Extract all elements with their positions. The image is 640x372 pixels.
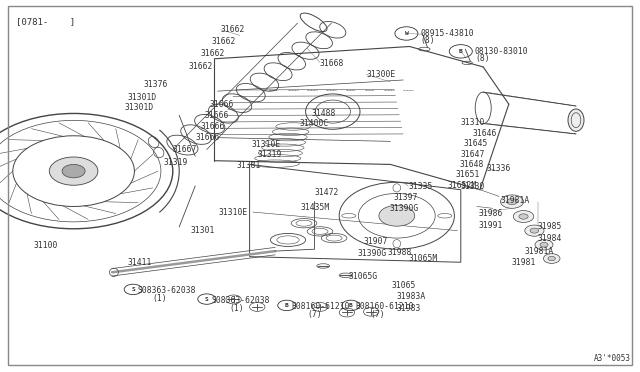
Circle shape [530,228,539,233]
Text: 31301D: 31301D [125,103,154,112]
Text: A3'*0053: A3'*0053 [593,354,630,363]
Text: 31647: 31647 [461,150,485,158]
Text: 31472: 31472 [315,188,339,197]
Circle shape [49,157,98,185]
Text: 31397: 31397 [394,193,418,202]
Text: 31652M: 31652M [448,181,477,190]
Circle shape [500,195,524,208]
Text: 31907: 31907 [364,237,388,246]
Circle shape [525,225,544,236]
Text: 08915-43810: 08915-43810 [420,29,474,38]
Text: 31986: 31986 [479,209,503,218]
Text: B08160-61210: B08160-61210 [355,302,413,311]
Text: 31319: 31319 [163,158,188,167]
Circle shape [543,254,560,263]
Circle shape [540,243,548,247]
Text: S: S [205,296,209,302]
Text: (8): (8) [420,36,435,45]
Text: 31488: 31488 [312,109,336,118]
Text: B08160-61210: B08160-61210 [291,302,349,311]
Text: 31065: 31065 [392,281,416,290]
Text: 31390G: 31390G [389,204,419,213]
Text: S08363-62038: S08363-62038 [211,296,269,305]
Text: 31651: 31651 [456,170,480,179]
Text: S: S [131,287,135,292]
Text: 31648: 31648 [460,160,484,169]
Text: 31667: 31667 [173,145,197,154]
Text: 31300E: 31300E [366,70,396,79]
Text: 31984: 31984 [538,234,562,243]
Text: 31100: 31100 [33,241,58,250]
Text: 31301: 31301 [191,226,215,235]
Text: 31376: 31376 [144,80,168,89]
Text: 31336: 31336 [486,164,511,173]
Text: 31310E: 31310E [219,208,248,217]
Text: 31666: 31666 [209,100,234,109]
Text: 31662: 31662 [189,62,213,71]
Text: 31985: 31985 [538,222,562,231]
Text: (1): (1) [152,294,167,303]
Text: 31662: 31662 [211,37,236,46]
Text: 31645: 31645 [464,139,488,148]
Text: 08130-83010: 08130-83010 [475,47,529,56]
Text: B: B [459,49,463,54]
Circle shape [548,256,556,261]
Text: 31991: 31991 [479,221,503,230]
Text: 31666: 31666 [200,122,225,131]
Text: 31330: 31330 [461,182,485,191]
Text: (7): (7) [370,310,385,319]
Text: 31390G: 31390G [357,249,387,258]
Text: 31983: 31983 [397,304,421,312]
Ellipse shape [568,109,584,131]
Circle shape [507,199,517,205]
Text: [0781-    ]: [0781- ] [16,17,75,26]
Text: 31435M: 31435M [301,203,330,212]
Text: 31668: 31668 [320,59,344,68]
Text: (7): (7) [307,310,322,319]
Text: W: W [404,31,408,36]
Text: 31411: 31411 [128,258,152,267]
Text: 31400C: 31400C [300,119,329,128]
Text: 31065M: 31065M [408,254,438,263]
Text: 31662: 31662 [221,25,245,34]
Text: S08363-62038: S08363-62038 [138,286,196,295]
Circle shape [535,240,553,250]
Text: 31666: 31666 [205,111,229,120]
Text: (8): (8) [475,54,490,63]
Text: B: B [349,303,353,308]
Text: 31988: 31988 [387,248,412,257]
Text: 31319: 31319 [257,150,282,159]
Text: 31666: 31666 [195,133,220,142]
Circle shape [519,214,528,219]
Circle shape [379,205,415,226]
Text: 31301D: 31301D [128,93,157,102]
Text: 31381: 31381 [237,161,261,170]
Text: 31981A: 31981A [525,247,554,256]
Text: 31981A: 31981A [500,196,530,205]
Circle shape [62,164,85,178]
Text: 31335: 31335 [408,182,433,190]
Circle shape [513,211,534,222]
Text: 31983A: 31983A [397,292,426,301]
Text: (1): (1) [229,304,244,312]
Text: 31646: 31646 [472,129,497,138]
Text: 31981: 31981 [512,258,536,267]
Text: 31065G: 31065G [349,272,378,280]
Text: 31310: 31310 [461,118,485,126]
Text: 31310E: 31310E [252,140,281,149]
Text: 31662: 31662 [200,49,225,58]
Text: B: B [285,303,289,308]
